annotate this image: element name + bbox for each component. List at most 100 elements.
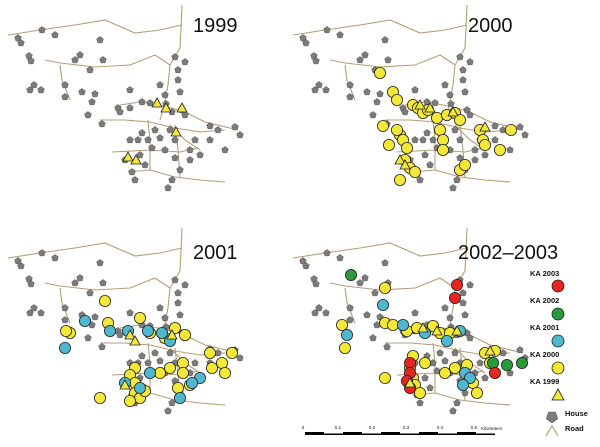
- case-marker-ka-2003: [404, 356, 417, 369]
- house-marker: [51, 254, 59, 262]
- house-marker: [61, 304, 69, 312]
- case-marker-ka-2003: [448, 292, 461, 305]
- case-marker-ka-2000: [176, 366, 189, 379]
- house-marker: [311, 309, 319, 317]
- house-marker: [323, 26, 331, 34]
- house-marker: [131, 176, 139, 184]
- house-marker: [91, 313, 99, 321]
- house-marker: [181, 111, 189, 119]
- case-marker-ka-1999: [451, 325, 463, 336]
- house-marker: [196, 151, 204, 159]
- road-segment: [385, 119, 511, 133]
- house-marker: [99, 56, 107, 64]
- case-marker-ka-2000: [430, 112, 443, 125]
- house-marker: [521, 131, 529, 139]
- case-marker-ka-2000: [413, 386, 426, 399]
- house-marker: [416, 399, 424, 407]
- house-marker: [322, 86, 330, 94]
- house-marker: [96, 259, 104, 267]
- house-marker: [30, 304, 38, 312]
- case-marker-ka-2000: [379, 371, 392, 384]
- road-segment: [329, 54, 456, 68]
- house-marker: [453, 176, 461, 184]
- case-marker-ka-2000: [470, 386, 483, 399]
- house-marker: [516, 346, 524, 354]
- house-marker: [426, 384, 434, 392]
- house-marker: [383, 343, 391, 351]
- scale-tick-label: 0.2: [369, 425, 376, 430]
- house-marker: [156, 304, 164, 312]
- case-marker-ka-2000: [409, 165, 422, 178]
- case-marker-ka-2000: [94, 391, 107, 404]
- case-marker-ka-2000: [377, 120, 390, 133]
- house-marker: [86, 66, 94, 74]
- house-marker: [14, 34, 22, 42]
- case-marker-ka-1999: [404, 377, 416, 388]
- house-marker: [88, 98, 96, 106]
- house-marker: [141, 161, 149, 169]
- panel-title: 2002–2003: [458, 242, 558, 264]
- legend-label-ka-1999: KA 1999: [530, 377, 559, 386]
- case-marker-ka-2003: [488, 366, 501, 379]
- house-marker: [136, 151, 144, 159]
- house-marker: [449, 407, 457, 415]
- scale-tick-label: 0.4: [437, 425, 444, 430]
- case-marker-ka-2000: [133, 312, 146, 325]
- house-marker: [411, 86, 419, 94]
- house-marker: [14, 257, 22, 265]
- case-marker-ka-2003: [450, 279, 463, 292]
- house-marker: [17, 39, 25, 47]
- case-marker-ka-2000: [448, 361, 461, 374]
- house-marker: [311, 86, 319, 94]
- case-marker-ka-2000: [176, 356, 189, 369]
- road-segment: [329, 277, 456, 291]
- house-marker: [171, 276, 179, 284]
- case-marker-ka-2000: [163, 361, 176, 374]
- road-segment: [292, 242, 468, 259]
- house-marker: [346, 316, 354, 324]
- legend-label-ka-2000: KA 2000: [530, 350, 559, 359]
- road-icon: [545, 424, 559, 437]
- scale-unit-label: Kilometers: [481, 426, 503, 431]
- case-marker-ka-1999: [447, 106, 459, 117]
- house-marker: [322, 309, 330, 317]
- house-marker: [231, 123, 239, 131]
- case-marker-ka-2001: [155, 327, 168, 340]
- house-marker: [431, 99, 439, 107]
- case-marker-ka-2000: [171, 381, 184, 394]
- house-marker: [181, 58, 189, 66]
- house-marker: [37, 86, 45, 94]
- house-marker: [302, 262, 310, 270]
- house-marker: [61, 81, 69, 89]
- scale-tick-label: 0.3: [403, 425, 410, 430]
- house-marker: [299, 257, 307, 265]
- house-marker: [421, 374, 429, 382]
- house-marker: [471, 156, 479, 164]
- house-marker: [401, 108, 409, 116]
- case-marker-ka-2000: [391, 94, 404, 107]
- case-marker-ka-2002: [500, 358, 513, 371]
- house-marker: [191, 136, 199, 144]
- scale-tick-label: 0: [302, 425, 305, 430]
- house-marker: [451, 126, 459, 134]
- house-marker: [346, 81, 354, 89]
- house-marker: [17, 262, 25, 270]
- case-marker-ka-2001: [185, 376, 198, 389]
- case-marker-ka-2000: [379, 282, 392, 295]
- legend-marker-ka-2000: [551, 361, 565, 375]
- house-marker: [426, 161, 434, 169]
- case-marker-ka-2001: [397, 319, 410, 332]
- house-marker: [214, 126, 222, 134]
- house-marker: [419, 136, 427, 144]
- house-marker: [416, 176, 424, 184]
- case-marker-ka-2001: [79, 315, 92, 328]
- house-marker: [361, 51, 369, 59]
- house-marker: [411, 309, 419, 317]
- house-marker: [466, 58, 474, 66]
- house-marker: [436, 349, 444, 357]
- road-segment: [412, 392, 511, 406]
- road-segment: [412, 169, 511, 183]
- house-marker: [459, 299, 467, 307]
- house-marker: [481, 374, 489, 382]
- house-marker: [61, 93, 69, 101]
